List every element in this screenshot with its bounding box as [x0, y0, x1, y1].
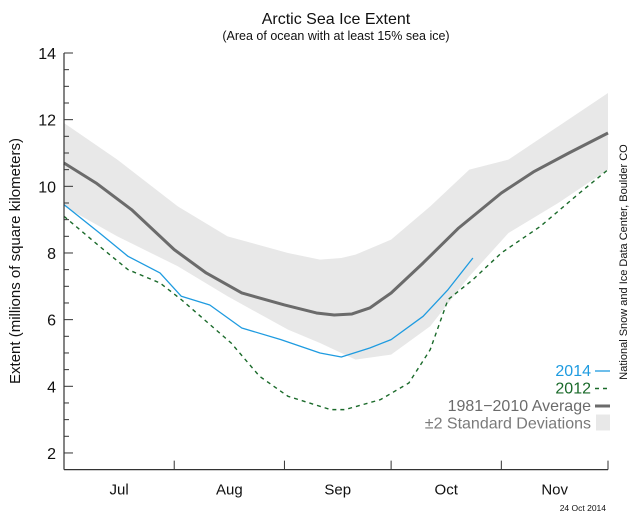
y-tick-label: 8 — [47, 246, 56, 263]
legend-label: 2012 — [555, 381, 591, 398]
y-tick-label: 14 — [38, 46, 56, 63]
y-axis-label: Extent (millions of square kilometers) — [7, 138, 24, 384]
y-tick-label: 2 — [47, 446, 56, 463]
y-tick-label: 12 — [38, 113, 56, 130]
std-dev-band — [64, 92, 608, 360]
x-tick-label: Jul — [110, 482, 129, 499]
chart-subtitle: (Area of ocean with at least 15% sea ice… — [222, 29, 449, 43]
x-tick-label: Nov — [541, 482, 568, 499]
legend-swatch-band — [596, 414, 610, 431]
x-tick-label: Oct — [435, 482, 459, 499]
series-line-1981-2010-average — [63, 131, 609, 317]
x-tick-label: Sep — [324, 482, 351, 499]
y-tick-label: 6 — [47, 313, 56, 330]
chart-title: Arctic Sea Ice Extent — [262, 11, 411, 28]
y-tick-label: 10 — [38, 179, 56, 196]
legend-label: 1981−2010 Average — [448, 398, 592, 415]
credit-text: National Snow and Ice Data Center, Bould… — [618, 144, 630, 380]
legend-label: 2014 — [555, 363, 591, 380]
date-stamp: 24 Oct 2014 — [560, 503, 607, 513]
y-tick-label: 4 — [47, 379, 56, 396]
series-line-2014 — [63, 204, 474, 358]
legend-label: ±2 Standard Deviations — [425, 416, 591, 433]
x-tick-label: Aug — [216, 482, 243, 499]
